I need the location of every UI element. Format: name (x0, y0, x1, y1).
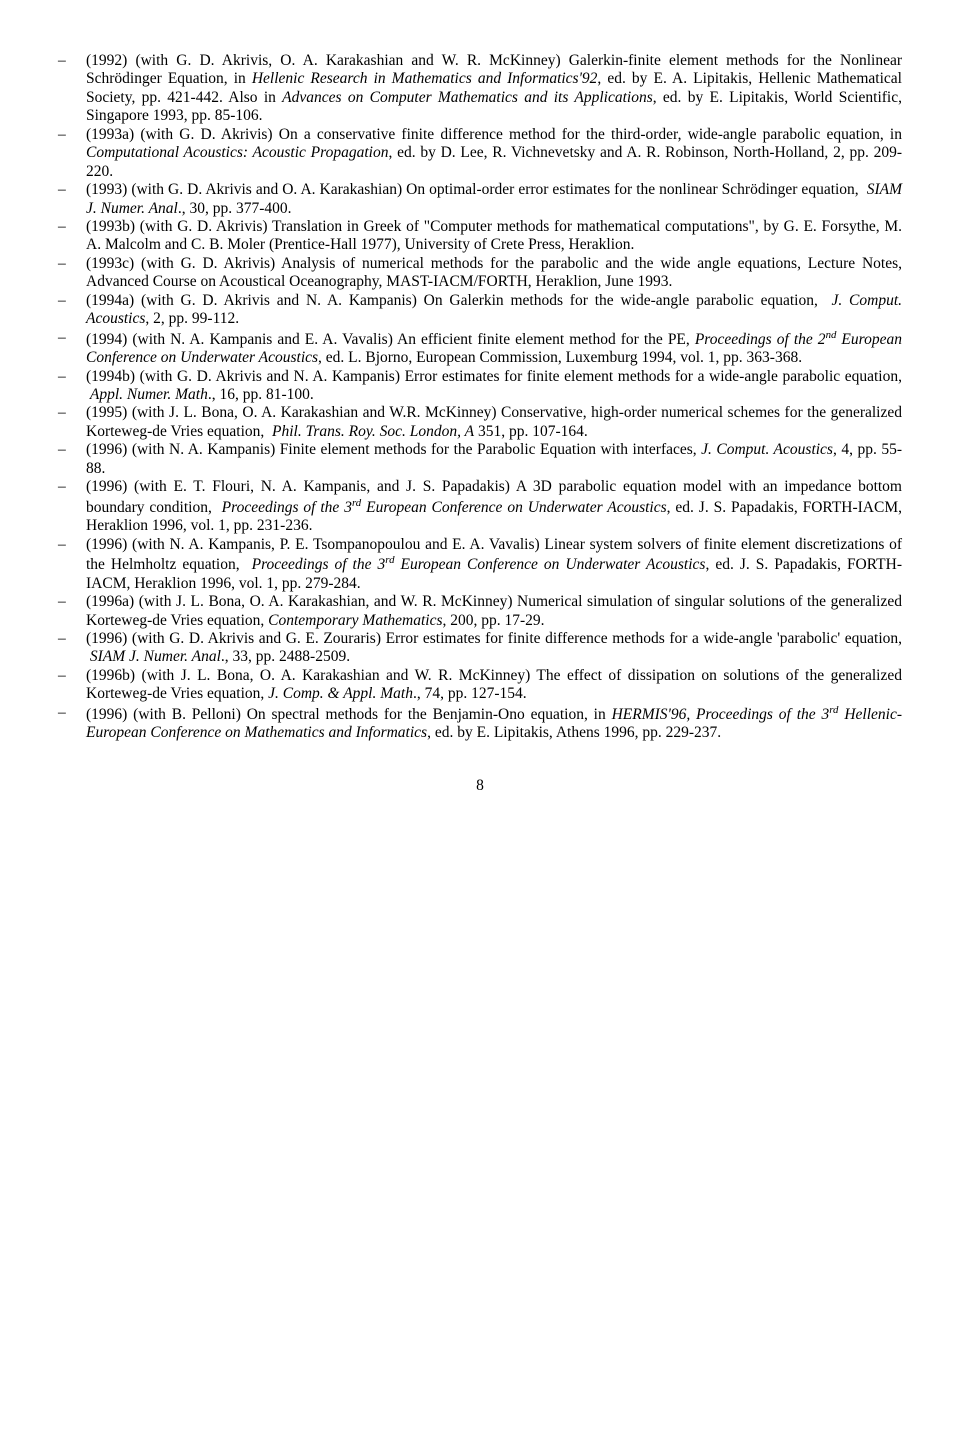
publication-item: (1993) (with G. D. Akrivis and O. A. Kar… (58, 181, 902, 218)
publication-item: (1996a) (with J. L. Bona, O. A. Karakash… (58, 593, 902, 630)
publication-item: (1996) (with N. A. Kampanis) Finite elem… (58, 441, 902, 478)
publication-item: (1993a) (with G. D. Akrivis) On a conser… (58, 126, 902, 181)
publication-item: (1996) (with N. A. Kampanis, P. E. Tsomp… (58, 536, 902, 593)
publication-item: (1996) (with B. Pelloni) On spectral met… (58, 704, 902, 743)
publication-item: (1994a) (with G. D. Akrivis and N. A. Ka… (58, 292, 902, 329)
publication-list: (1992) (with G. D. Akrivis, O. A. Karaka… (58, 52, 902, 743)
page-number: 8 (58, 777, 902, 795)
publication-item: (1994b) (with G. D. Akrivis and N. A. Ka… (58, 368, 902, 405)
publication-item: (1996) (with E. T. Flouri, N. A. Kampani… (58, 478, 902, 535)
publication-item: (1996b) (with J. L. Bona, O. A. Karakash… (58, 667, 902, 704)
publication-item: (1993c) (with G. D. Akrivis) Analysis of… (58, 255, 902, 292)
publication-item: (1994) (with N. A. Kampanis and E. A. Va… (58, 329, 902, 368)
publication-item: (1996) (with G. D. Akrivis and G. E. Zou… (58, 630, 902, 667)
publication-item: (1993b) (with G. D. Akrivis) Translation… (58, 218, 902, 255)
publication-item: (1992) (with G. D. Akrivis, O. A. Karaka… (58, 52, 902, 126)
publication-item: (1995) (with J. L. Bona, O. A. Karakashi… (58, 404, 902, 441)
